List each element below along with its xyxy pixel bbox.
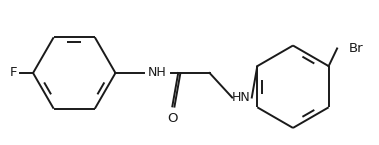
Text: Br: Br bbox=[349, 42, 363, 55]
Text: HN: HN bbox=[232, 91, 251, 104]
Text: O: O bbox=[167, 112, 178, 125]
Text: NH: NH bbox=[148, 67, 167, 79]
Text: F: F bbox=[9, 67, 17, 79]
